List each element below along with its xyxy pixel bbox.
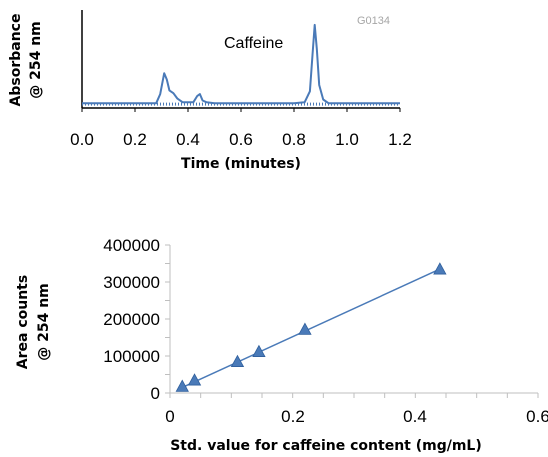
y-axis-title: Absorbance @ 254 nm	[8, 14, 44, 107]
data-point-marker	[252, 344, 266, 357]
data-point-marker	[230, 354, 245, 367]
x-tick-labels: 0.0 0.2 0.4 0.6 0.8 1.0 1.2	[70, 130, 412, 149]
x-tick-label: 0.2	[123, 130, 147, 149]
x-tick-label: 0	[165, 407, 174, 426]
y-tick-label: 0	[151, 384, 160, 403]
x-tick-label: 0.0	[70, 130, 94, 149]
y-tick-label: 100000	[103, 347, 160, 366]
watermark-label: G0134	[357, 15, 390, 27]
y-tick-label: 300000	[103, 273, 160, 292]
x-tick-label: 0.4	[403, 407, 427, 426]
y-tick-labels: 0 100000 200000 300000 400000	[103, 236, 160, 403]
x-tick-label: 0.2	[281, 407, 305, 426]
data-markers	[175, 262, 447, 392]
x-tick-label: 0.8	[282, 130, 306, 149]
x-tick-label: 0.6	[526, 407, 548, 426]
data-point-marker	[433, 262, 447, 275]
x-axis-title: Std. value for caffeine content (mg/mL)	[170, 438, 482, 454]
data-point-marker	[175, 379, 189, 392]
x-tick-marks	[81, 108, 401, 112]
y-tick-label: 400000	[103, 236, 160, 255]
chromatogram-panel: G0134 Caffeine 0.0 0.2 0.4 0.6 0.8 1.0 1…	[8, 10, 412, 172]
y-axis-title-line-2: @ 254 nm	[36, 283, 52, 361]
y-axis-title: Area counts @ 254 nm	[15, 275, 52, 369]
x-tick-label: 1.2	[388, 130, 412, 149]
data-point-marker	[187, 373, 202, 386]
chromatogram-trace	[82, 23, 400, 105]
y-axis-title-line-1: Area counts	[15, 275, 31, 369]
x-tick-labels: 0 0.2 0.4 0.6	[165, 407, 548, 426]
peak-annotation-label: Caffeine	[224, 35, 283, 52]
x-tick-label: 0.4	[176, 130, 200, 149]
y-axis-title-line-1: Absorbance	[8, 14, 24, 107]
tick-marks	[165, 244, 539, 398]
x-tick-label: 1.0	[335, 130, 359, 149]
x-tick-label: 0.6	[229, 130, 253, 149]
calibration-panel: 0 100000 200000 300000 400000 0 0.2 0.4 …	[15, 236, 548, 454]
calibration-trendline	[181, 268, 441, 389]
y-axis-title-line-2: @ 254 nm	[28, 21, 44, 99]
data-point-marker	[298, 322, 312, 335]
y-tick-label: 200000	[103, 310, 160, 329]
x-axis-title: Time (minutes)	[181, 156, 301, 172]
